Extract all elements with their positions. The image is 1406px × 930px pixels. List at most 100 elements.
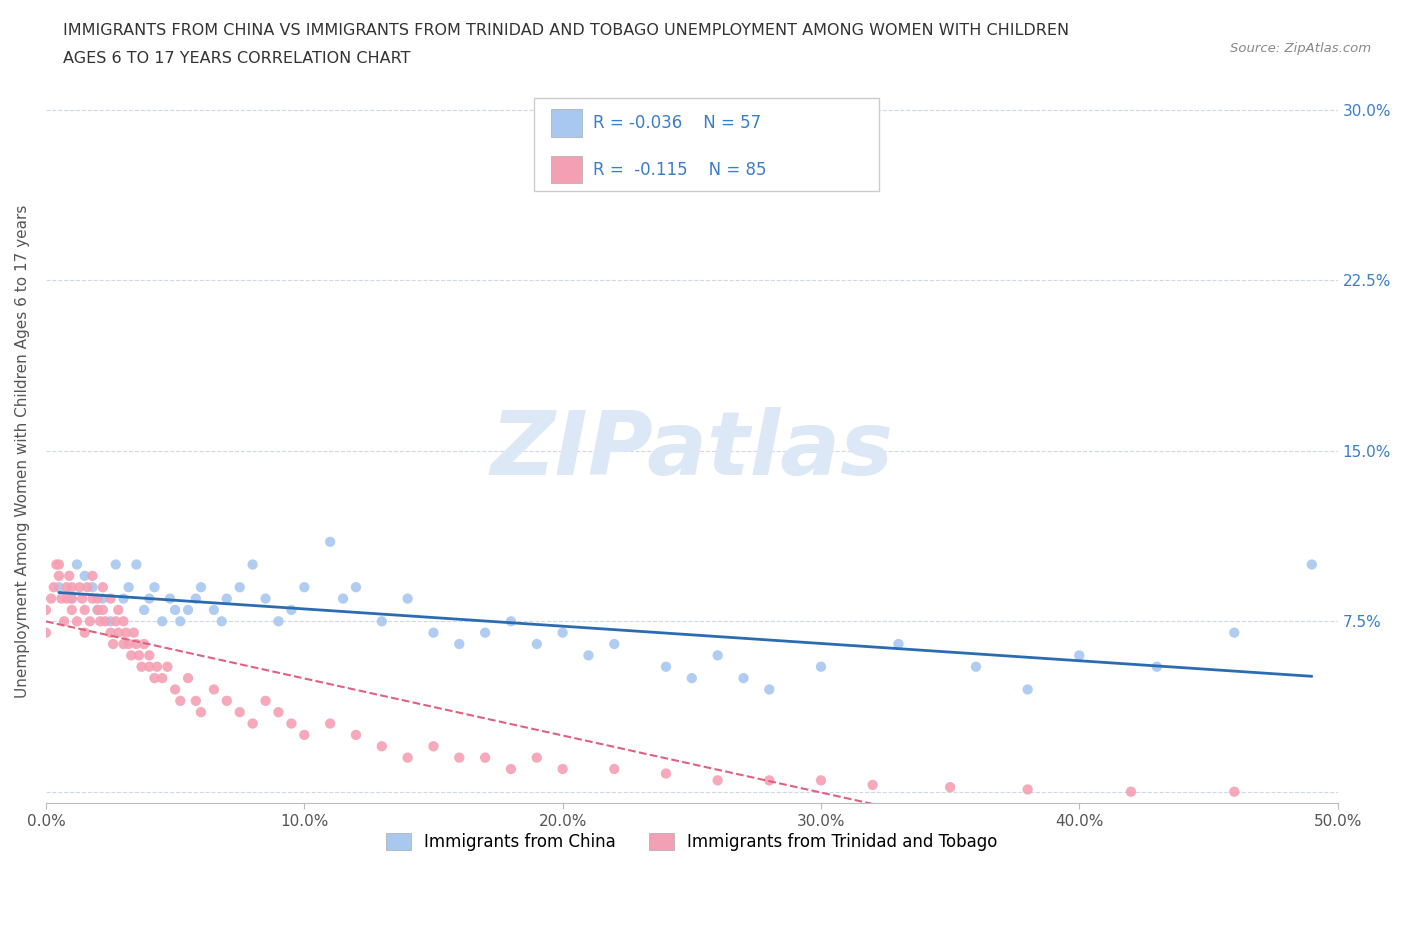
Point [184,591,207,606]
Point [104,614,127,629]
Point [319,716,342,731]
Point [125,557,148,572]
Point [117,579,139,594]
Point [48,579,70,594]
Point [371,738,394,753]
Point [146,659,169,674]
Point [100,625,122,640]
Point [254,694,277,709]
Point [169,614,191,629]
Point [344,727,367,742]
Point [551,625,574,640]
Point [551,762,574,777]
Point [862,777,884,792]
Point [810,773,832,788]
Point [758,773,780,788]
Point [94,614,117,629]
Point [215,694,238,709]
Point [733,671,755,685]
Point [202,603,225,618]
Point [48,557,70,572]
Point [603,762,626,777]
Point [887,637,910,652]
Point [150,614,173,629]
Point [58,568,80,583]
Point [143,579,166,594]
Point [655,766,678,781]
Point [60,591,83,606]
Point [1146,659,1168,674]
Point [202,682,225,697]
Point [499,614,522,629]
Point [292,727,315,742]
Point [115,625,138,640]
Point [396,591,419,606]
Point [215,591,238,606]
Point [758,682,780,697]
Point [1119,784,1142,799]
Point [965,659,987,674]
Point [242,557,264,572]
Point [112,614,135,629]
Point [159,591,181,606]
Point [810,659,832,674]
Point [211,614,233,629]
Point [53,614,76,629]
Point [706,648,728,663]
Point [35,603,58,618]
Text: R =  -0.115    N = 85: R = -0.115 N = 85 [593,161,766,179]
Point [79,614,101,629]
Point [128,648,150,663]
Point [332,591,354,606]
Point [66,557,89,572]
Point [228,579,250,594]
Point [86,591,108,606]
Point [48,568,70,583]
Point [143,671,166,685]
Point [150,671,173,685]
Point [66,614,89,629]
Point [138,591,160,606]
Point [177,603,200,618]
Y-axis label: Unemployment Among Women with Children Ages 6 to 17 years: Unemployment Among Women with Children A… [15,205,30,698]
Point [107,603,129,618]
Point [122,625,145,640]
Point [39,591,62,606]
Point [100,591,122,606]
Point [578,648,600,663]
Point [422,738,444,753]
Point [60,579,83,594]
Point [267,705,290,720]
Point [165,682,187,697]
Point [131,659,153,674]
Point [190,705,212,720]
Point [55,579,77,594]
Point [51,591,73,606]
Point [69,579,91,594]
Point [91,591,114,606]
Point [125,637,148,652]
Point [60,603,83,618]
Point [117,637,139,652]
Point [55,591,77,606]
Point [292,579,315,594]
Text: IMMIGRANTS FROM CHINA VS IMMIGRANTS FROM TRINIDAD AND TOBAGO UNEMPLOYMENT AMONG : IMMIGRANTS FROM CHINA VS IMMIGRANTS FROM… [63,23,1070,38]
Point [82,568,104,583]
Point [449,751,471,765]
Point [104,557,127,572]
Point [280,603,302,618]
Point [526,637,548,652]
Point [526,751,548,765]
Legend: Immigrants from China, Immigrants from Trinidad and Tobago: Immigrants from China, Immigrants from T… [380,827,1004,858]
Point [91,579,114,594]
Point [86,603,108,618]
Point [603,637,626,652]
Text: Source: ZipAtlas.com: Source: ZipAtlas.com [1230,42,1371,55]
Point [706,773,728,788]
Point [73,603,96,618]
Point [1223,625,1246,640]
Point [681,671,703,685]
Point [939,779,962,794]
Point [1069,648,1091,663]
Point [101,637,124,652]
